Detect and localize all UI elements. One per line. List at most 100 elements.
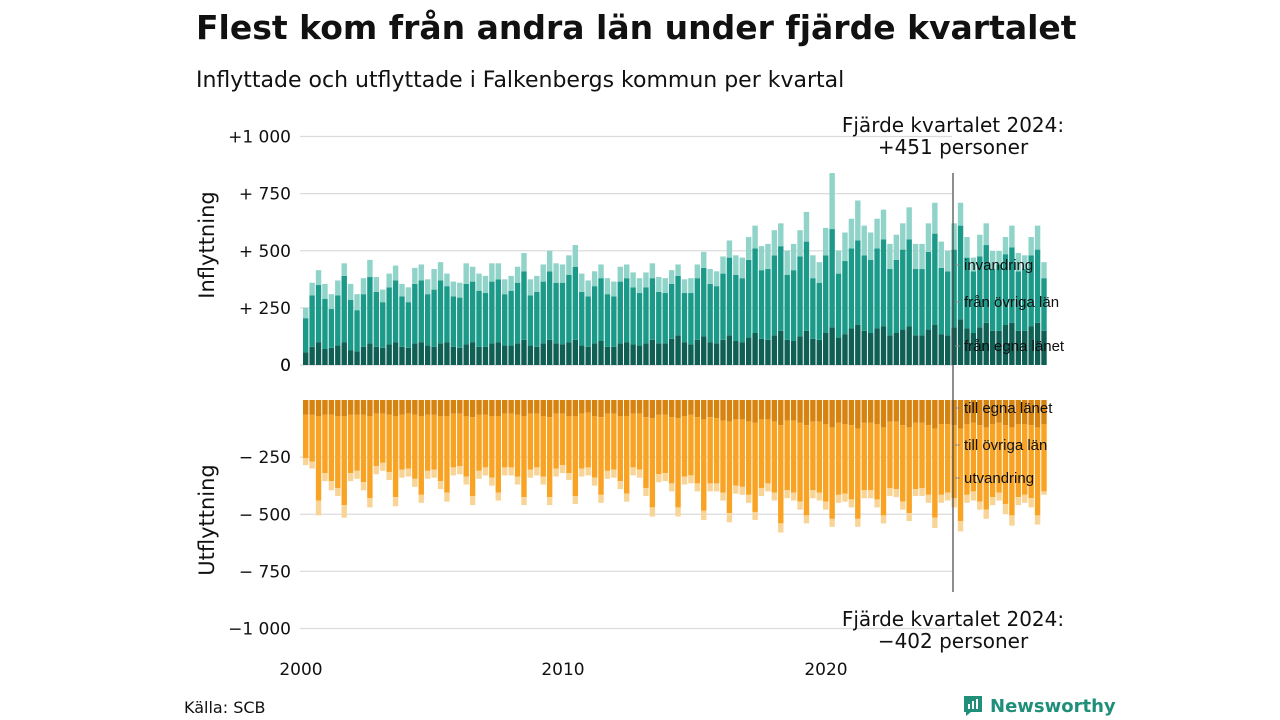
- bar-outflow-own-county: [392, 400, 399, 416]
- bar-outflow-own-county: [867, 400, 874, 423]
- bar-outflow-other-counties: [713, 418, 720, 484]
- bar-inflow-other-counties: [1015, 271, 1022, 331]
- bar-outflow-own-county: [900, 400, 906, 426]
- bar-outflow-own-county: [688, 400, 694, 415]
- bar-inflow-immigration: [360, 278, 367, 295]
- bar-outflow-own-county: [495, 400, 501, 416]
- bar-outflow-own-county: [701, 400, 707, 420]
- bar-outflow-other-counties: [495, 415, 501, 493]
- bar-inflow-other-counties: [765, 269, 771, 340]
- bar-outflow-own-county: [983, 400, 989, 428]
- bar-outflow-own-county: [604, 400, 611, 414]
- bar-outflow-other-counties: [662, 414, 668, 474]
- bar-inflow-immigration: [823, 227, 829, 256]
- bar-outflow-other-counties: [624, 415, 630, 494]
- bar-inflow-other-counties: [989, 269, 996, 331]
- bar-outflow-other-counties: [970, 422, 977, 492]
- bar-outflow-other-counties: [347, 414, 354, 474]
- bar-inflow-own-county: [534, 346, 540, 365]
- bar-inflow-immigration: [457, 282, 463, 298]
- bar-inflow-other-counties: [527, 295, 534, 346]
- bar-outflow-emigration: [867, 490, 874, 499]
- bar-outflow-other-counties: [598, 417, 604, 495]
- bar-outflow-emigration: [957, 521, 964, 532]
- bar-outflow-other-counties: [803, 425, 810, 516]
- bar-outflow-emigration: [656, 474, 662, 483]
- bar-outflow-emigration: [726, 513, 733, 523]
- bar-inflow-own-county: [848, 328, 855, 365]
- bar-inflow-other-counties: [662, 293, 668, 344]
- bar-outflow-emigration: [816, 492, 822, 501]
- bar-outflow-emigration: [444, 492, 450, 502]
- bar-outflow-emigration: [784, 490, 790, 499]
- bar-outflow-other-counties: [1028, 425, 1034, 499]
- bar-outflow-emigration: [399, 469, 405, 478]
- bar-inflow-own-county: [405, 347, 412, 365]
- bar-outflow-own-county: [932, 400, 938, 429]
- bar-inflow-own-county: [912, 335, 919, 365]
- bar-outflow-other-counties: [1015, 423, 1022, 498]
- bar-outflow-emigration: [1009, 515, 1015, 526]
- bar-outflow-emigration: [771, 492, 778, 501]
- bar-outflow-other-counties: [900, 425, 906, 502]
- bar-outflow-emigration: [996, 492, 1002, 501]
- y-tick-label: + 500: [239, 242, 291, 262]
- bar-inflow-other-counties: [303, 318, 309, 353]
- bar-inflow-other-counties: [745, 259, 752, 338]
- bar-outflow-other-counties: [810, 421, 816, 491]
- bar-outflow-emigration: [360, 482, 367, 491]
- bar-outflow-other-counties: [681, 415, 688, 477]
- bar-outflow-own-county: [1028, 400, 1034, 426]
- bar-outflow-other-counties: [867, 422, 874, 491]
- bar-outflow-own-county: [424, 400, 431, 415]
- bar-inflow-immigration: [938, 241, 944, 268]
- bar-outflow-emigration: [713, 483, 720, 492]
- bar-inflow-immigration: [874, 218, 880, 249]
- bar-outflow-other-counties: [835, 422, 842, 495]
- bar-inflow-own-county: [360, 346, 367, 365]
- bar-outflow-emigration: [341, 505, 347, 518]
- bar-inflow-immigration: [649, 263, 656, 279]
- bar-inflow-own-county: [424, 345, 431, 365]
- bar-outflow-own-county: [309, 400, 315, 415]
- bar-inflow-own-county: [412, 343, 418, 365]
- bar-inflow-other-counties: [906, 239, 912, 327]
- bar-outflow-other-counties: [1041, 423, 1047, 492]
- bar-outflow-own-county: [758, 400, 765, 420]
- series-label: till övriga län: [964, 437, 1047, 454]
- bar-outflow-emigration: [675, 507, 681, 517]
- bar-inflow-own-county: [437, 343, 444, 365]
- newsworthy-logo[interactable]: Newsworthy: [962, 694, 1116, 718]
- bar-inflow-immigration: [925, 223, 932, 252]
- bar-outflow-own-county: [553, 400, 559, 414]
- bar-inflow-own-county: [322, 349, 328, 365]
- bar-outflow-emigration: [842, 493, 848, 502]
- bar-outflow-own-county: [572, 400, 579, 416]
- bar-outflow-emigration: [823, 501, 829, 510]
- bar-outflow-own-county: [1015, 400, 1022, 424]
- bar-inflow-other-counties: [1034, 249, 1041, 323]
- bar-outflow-own-county: [816, 400, 822, 422]
- bar-inflow-own-county: [309, 346, 315, 365]
- bar-inflow-immigration: [726, 240, 733, 258]
- bar-outflow-other-counties: [636, 413, 643, 470]
- bar-outflow-other-counties: [758, 419, 765, 488]
- bar-inflow-own-county: [392, 342, 399, 365]
- bar-inflow-own-county: [604, 346, 611, 365]
- bar-outflow-other-counties: [790, 420, 797, 493]
- bar-inflow-own-county: [643, 343, 649, 365]
- bar-inflow-own-county: [450, 346, 457, 365]
- bar-inflow-other-counties: [790, 270, 797, 342]
- bar-outflow-own-county: [476, 400, 482, 415]
- bar-outflow-other-counties: [829, 427, 835, 519]
- bar-outflow-other-counties: [694, 417, 701, 484]
- bar-outflow-own-county: [354, 400, 360, 415]
- bar-inflow-immigration: [694, 264, 701, 279]
- bar-inflow-other-counties: [977, 256, 983, 328]
- bar-inflow-immigration: [469, 266, 476, 282]
- bar-outflow-own-county: [373, 400, 380, 414]
- bar-inflow-other-counties: [643, 287, 649, 344]
- bar-inflow-own-county: [1009, 322, 1015, 365]
- bar-inflow-other-counties: [912, 269, 919, 336]
- bar-outflow-emigration: [752, 511, 758, 520]
